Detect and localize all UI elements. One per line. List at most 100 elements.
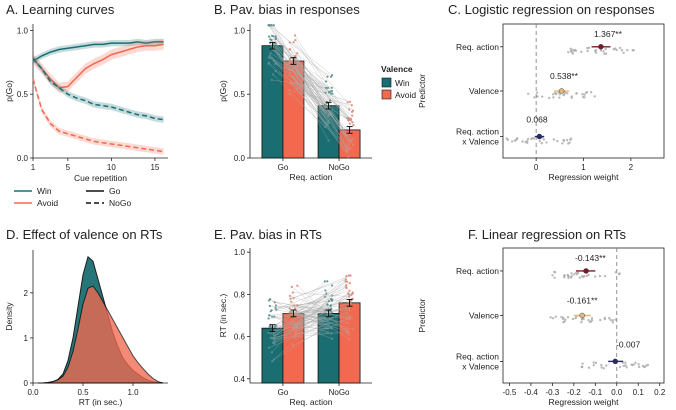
panel-b-subject-dot [270,34,274,37]
panel-c-subject-dot [556,139,559,143]
panel-e-ytick-label: 0.6 [234,333,246,342]
panel-c-estimate-label: 1.367** [594,29,623,39]
panel-e-subject-line [270,317,326,326]
panel-e-subject-line [274,300,330,341]
panel-e-subject-dot [292,328,295,332]
panel-b-subject-line [271,57,327,125]
panel-c-subject-dot [526,141,529,145]
panel-f-subject-dot [563,275,566,279]
panel-c-subject-dot [583,96,586,99]
panel-c-title: C. Logistic regression on responses [448,2,655,17]
panel-a-ci-band [33,39,164,93]
panel-e-subject-dot [268,314,271,317]
panel-f-subject-dot [625,366,628,369]
panel-f-subject-dot [588,320,592,324]
panel-a-ci-band [33,55,164,123]
panel-b-subject-line [275,36,330,123]
panel-e-subject-dot [269,336,272,339]
panel-e-subject-line [292,292,350,297]
panel-e-subject-dot [270,351,273,354]
panel-b-subject-dot [330,75,333,78]
panel-e-subject-dot [274,304,278,307]
panel-c-subject-dot [620,48,624,52]
legend-avoid-label: Avoid [395,90,416,100]
panel-c-estimate-point [558,88,565,94]
panel-f-subject-dot [580,320,583,324]
panel-e-subject-line [274,310,325,317]
panel-b-subject-dot [274,45,278,48]
panel-d-valence-rt-density: D. Effect of valence on RTs 0 1 2 0.0 0.5 1.0… [4,227,168,407]
panel-b-subject-dot [323,125,327,129]
panel-e-subject-dot [273,339,276,342]
panel-f-subject-dot [562,320,565,324]
panel-d-xtick-label: 0.0 [27,388,39,397]
panel-e-subject-dot [268,304,271,308]
panel-f-subject-dot [567,274,570,278]
panel-f-subject-dot [569,276,573,279]
panel-c-subject-dot [565,91,569,95]
panel-c-estimate-label: 0.538** [550,71,579,81]
panel-e-subject-dot [347,306,351,309]
panel-f-subject-dot [587,318,590,322]
panel-d-ylabel: Density [4,302,14,331]
panel-e-subject-dot [326,331,329,334]
panel-a-ytick-label: 0.5 [17,90,29,99]
panel-b-subject-dot [274,62,277,65]
panel-f-subject-dot [599,318,602,322]
panel-e-subject-dot [290,285,293,288]
panel-e-subject-dot [270,309,273,312]
panel-b-ytick-label: 1.0 [234,26,246,35]
panel-b-subject-line [290,83,349,121]
panel-e-subject-dot [290,300,293,303]
panel-f-estimate-label: -0.143** [575,253,606,263]
panel-e-subject-dot [345,329,348,333]
panel-e-subject-line [295,303,351,315]
panel-e-xlabel: Req. action [290,397,333,407]
panel-b-subject-dot [348,100,352,103]
panel-f-subject-dot [549,316,552,319]
panel-c-predictor-label: x Valence [462,137,499,147]
panel-f-estimate-point [579,312,585,319]
panel-e-subject-dot [267,346,271,349]
panel-c-subject-dot [594,51,598,54]
panel-e-subject-dot [288,294,292,297]
panel-c-xtick-label: 1 [581,163,586,172]
panel-f-subject-dot [585,274,589,278]
panel-e-subject-dot [330,327,333,330]
panel-c-subject-dot [604,52,608,55]
panel-b-subject-dot [324,91,327,94]
panel-e-ytick-label: 0.4 [234,375,246,384]
panel-a-series-line [32,43,164,89]
panel-b-subject-dot [293,81,297,84]
panel-f-subject-dot [608,316,611,320]
panel-f-subject-dot [587,366,591,369]
panel-b-subject-dot [348,122,351,125]
panel-b-subject-line [269,36,332,77]
panel-b-subject-dot [346,101,349,104]
panel-f-subject-dot [572,273,576,276]
panel-e-subject-dot [326,303,329,306]
legend-avoid-swatch [381,89,392,100]
panel-b-subject-line [268,57,333,94]
panel-a-xtick-label: 1 [31,163,36,172]
panel-c-subject-dot [510,140,514,143]
panel-f-subject-dot [594,361,598,365]
panel-b-subject-dot [327,91,330,94]
panel-b-xlabel: Req. action [290,172,333,182]
panel-c-subject-dot [551,93,555,96]
panel-f-xlabel: Regression weight [549,397,620,407]
panel-b-subject-line [275,38,327,89]
panel-b-ytick-label: 0.0 [234,154,246,163]
panel-c-subject-dot [632,49,635,52]
panel-c-xtick-label: 2 [629,163,634,172]
panel-c-subject-dot [536,95,539,98]
panel-c-subject-dot [570,51,573,54]
panel-f-subject-dot [634,361,637,364]
panel-b-subject-dot [331,92,334,95]
panel-b-subject-dot [294,54,297,58]
panel-c-subject-dot [581,92,584,96]
panel-b-title: B. Pav. bias in responses [214,2,360,17]
panel-e-subject-dot [273,334,276,337]
panel-c-subject-dot [515,137,519,140]
